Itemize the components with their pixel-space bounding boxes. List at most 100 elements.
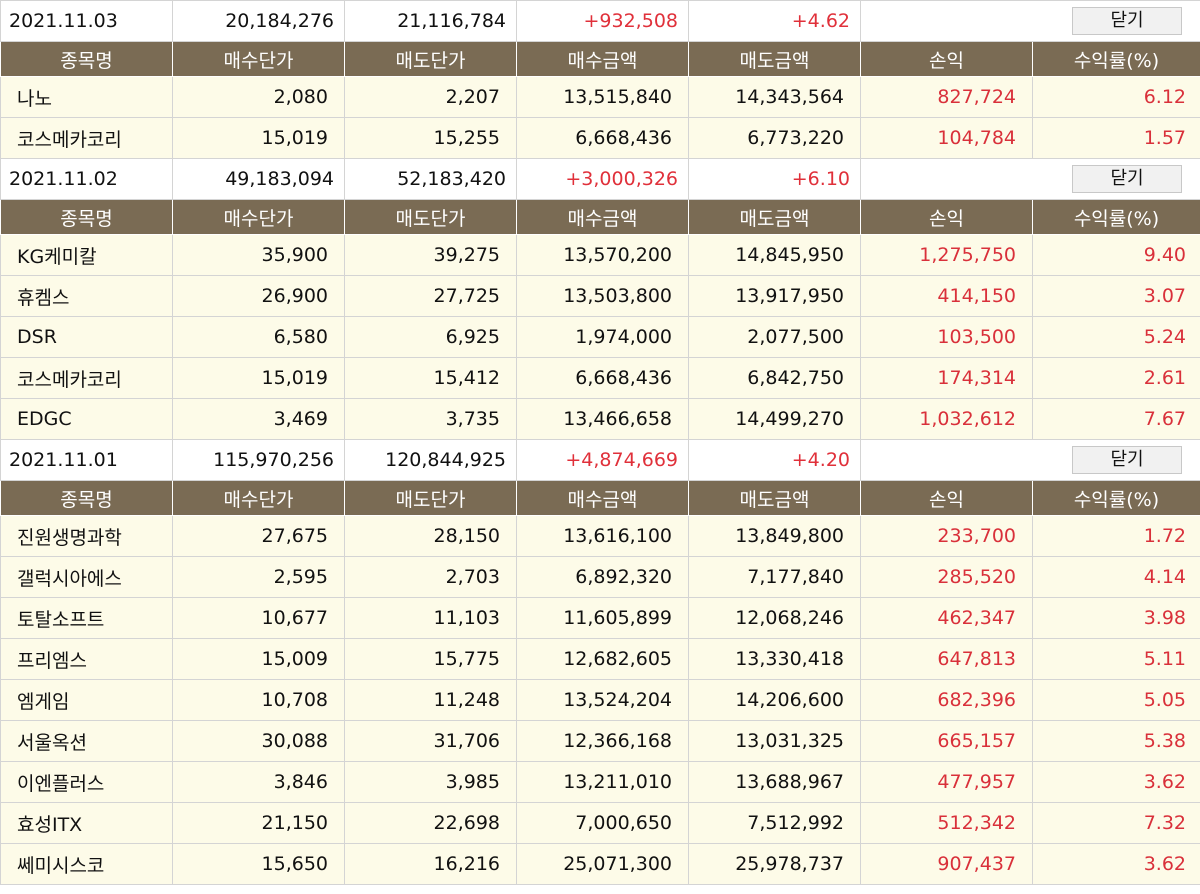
sell-amount: 14,206,600	[688, 679, 861, 721]
stock-name: EDGC	[0, 398, 173, 440]
stock-name: 진원생명과학	[0, 515, 173, 557]
close-button[interactable]: 닫기	[1072, 446, 1182, 474]
return-rate: 9.40	[1032, 234, 1200, 276]
sell-price: 27,725	[344, 275, 517, 317]
buy-price: 15,019	[172, 117, 345, 159]
stock-row[interactable]: KG케미칼 35,900 39,275 13,570,200 14,845,950 1,2…	[0, 234, 1200, 276]
sell-price: 11,248	[344, 679, 517, 721]
sell-amount: 14,499,270	[688, 398, 861, 440]
stock-row[interactable]: 효성ITX 21,150 22,698 7,000,650 7,512,992 512,3…	[0, 802, 1200, 844]
buy-price: 15,009	[172, 638, 345, 680]
buy-price: 15,019	[172, 357, 345, 399]
return-rate: 1.57	[1032, 117, 1200, 159]
stock-name: 토탈소프트	[0, 597, 173, 639]
return-rate: 3.62	[1032, 761, 1200, 803]
column-header-row: 종목명 매수단가 매도단가 매수금액 매도금액 손익 수익률(%)	[0, 41, 1200, 77]
stock-row[interactable]: 쎄미시스코 15,650 16,216 25,071,300 25,978,737 907…	[0, 843, 1200, 885]
sell-amount: 13,330,418	[688, 638, 861, 680]
return-rate: 7.32	[1032, 802, 1200, 844]
return-rate: 5.38	[1032, 720, 1200, 762]
sell-price: 3,985	[344, 761, 517, 803]
column-header: 매도금액	[688, 41, 861, 77]
return-rate: 3.98	[1032, 597, 1200, 639]
close-button[interactable]: 닫기	[1072, 7, 1182, 35]
stock-row[interactable]: 토탈소프트 10,677 11,103 11,605,899 12,068,246 462…	[0, 597, 1200, 639]
sell-amount: 7,512,992	[688, 802, 861, 844]
stock-row[interactable]: 코스메카코리 15,019 15,412 6,668,436 6,842,750 174,…	[0, 357, 1200, 399]
total-return-rate: +4.20	[688, 439, 861, 481]
stock-name: DSR	[0, 316, 173, 358]
buy-price: 15,650	[172, 843, 345, 885]
sell-price: 15,775	[344, 638, 517, 680]
stock-row[interactable]: 나노 2,080 2,207 13,515,840 14,343,564 827,724 6…	[0, 76, 1200, 118]
sell-amount: 12,068,246	[688, 597, 861, 639]
stock-row[interactable]: 프리엠스 15,009 15,775 12,682,605 13,330,418 647,…	[0, 638, 1200, 680]
column-header: 수익률(%)	[1032, 199, 1200, 235]
return-rate: 7.67	[1032, 398, 1200, 440]
return-rate: 3.07	[1032, 275, 1200, 317]
total-sell-amount: 120,844,925	[344, 439, 517, 481]
close-button[interactable]: 닫기	[1072, 165, 1182, 193]
stock-name: 쎄미시스코	[0, 843, 173, 885]
stock-name: 서울옥션	[0, 720, 173, 762]
profit-loss: 827,724	[860, 76, 1033, 118]
stock-row[interactable]: 갤럭시아에스 2,595 2,703 6,892,320 7,177,840 285,52…	[0, 556, 1200, 598]
buy-amount: 13,524,204	[516, 679, 689, 721]
stock-row[interactable]: 코스메카코리 15,019 15,255 6,668,436 6,773,220 104,…	[0, 117, 1200, 159]
buy-amount: 6,668,436	[516, 117, 689, 159]
profit-loss: 512,342	[860, 802, 1033, 844]
stock-row[interactable]: 이엔플러스 3,846 3,985 13,211,010 13,688,967 477,9…	[0, 761, 1200, 803]
buy-price: 2,595	[172, 556, 345, 598]
column-header: 손익	[860, 41, 1033, 77]
column-header: 매수단가	[172, 199, 345, 235]
total-buy-amount: 115,970,256	[172, 439, 345, 481]
profit-loss: 104,784	[860, 117, 1033, 159]
return-rate: 3.62	[1032, 843, 1200, 885]
stock-row[interactable]: 진원생명과학 27,675 28,150 13,616,100 13,849,800 23…	[0, 515, 1200, 557]
stock-row[interactable]: EDGC 3,469 3,735 13,466,658 14,499,270 1,032,…	[0, 398, 1200, 440]
sell-amount: 2,077,500	[688, 316, 861, 358]
column-header: 매수금액	[516, 41, 689, 77]
sell-price: 39,275	[344, 234, 517, 276]
return-rate: 1.72	[1032, 515, 1200, 557]
buy-price: 27,675	[172, 515, 345, 557]
profit-loss: 682,396	[860, 679, 1033, 721]
column-header: 매도단가	[344, 480, 517, 516]
sell-amount: 14,845,950	[688, 234, 861, 276]
buy-price: 10,677	[172, 597, 345, 639]
total-profit: +4,874,669	[516, 439, 689, 481]
buy-price: 3,469	[172, 398, 345, 440]
sell-price: 6,925	[344, 316, 517, 358]
column-header: 손익	[860, 199, 1033, 235]
sell-price: 15,412	[344, 357, 517, 399]
sell-price: 2,207	[344, 76, 517, 118]
buy-price: 26,900	[172, 275, 345, 317]
column-header: 매도금액	[688, 199, 861, 235]
stock-name: 엠게임	[0, 679, 173, 721]
buy-amount: 13,616,100	[516, 515, 689, 557]
buy-price: 3,846	[172, 761, 345, 803]
stock-name: 효성ITX	[0, 802, 173, 844]
profit-loss: 103,500	[860, 316, 1033, 358]
column-header: 손익	[860, 480, 1033, 516]
stock-row[interactable]: 엠게임 10,708 11,248 13,524,204 14,206,600 682,3…	[0, 679, 1200, 721]
profit-loss: 414,150	[860, 275, 1033, 317]
buy-price: 2,080	[172, 76, 345, 118]
buy-amount: 13,466,658	[516, 398, 689, 440]
trade-date: 2021.11.01	[0, 439, 173, 481]
total-sell-amount: 52,183,420	[344, 158, 517, 200]
buy-amount: 13,211,010	[516, 761, 689, 803]
stock-row[interactable]: 휴켐스 26,900 27,725 13,503,800 13,917,950 414,1…	[0, 275, 1200, 317]
sell-amount: 13,917,950	[688, 275, 861, 317]
profit-loss: 907,437	[860, 843, 1033, 885]
stock-row[interactable]: DSR 6,580 6,925 1,974,000 2,077,500 103,500 5.…	[0, 316, 1200, 358]
column-header: 종목명	[0, 41, 173, 77]
profit-loss: 174,314	[860, 357, 1033, 399]
buy-amount: 12,682,605	[516, 638, 689, 680]
return-rate: 2.61	[1032, 357, 1200, 399]
sell-price: 31,706	[344, 720, 517, 762]
stock-row[interactable]: 서울옥션 30,088 31,706 12,366,168 13,031,325 665,…	[0, 720, 1200, 762]
column-header: 매도단가	[344, 199, 517, 235]
day-summary-row: 2021.11.02 49,183,094 52,183,420 +3,000,326…	[0, 158, 1200, 200]
profit-loss: 285,520	[860, 556, 1033, 598]
